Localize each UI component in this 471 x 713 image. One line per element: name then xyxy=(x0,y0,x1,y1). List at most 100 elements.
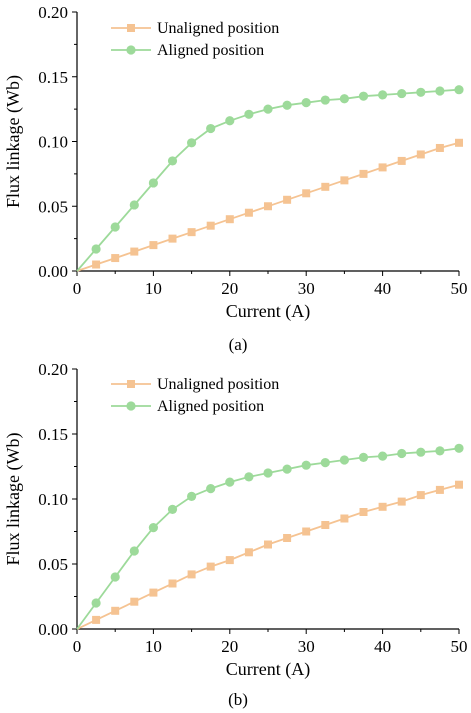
data-point xyxy=(206,221,215,230)
data-point xyxy=(416,150,425,159)
data-point xyxy=(187,138,197,148)
panel-caption: (a) xyxy=(229,335,248,354)
data-point xyxy=(110,572,120,582)
data-point xyxy=(148,523,158,533)
series-line xyxy=(76,88,460,272)
legend: Unaligned position Aligned position xyxy=(111,20,279,59)
data-point xyxy=(397,497,406,506)
data-point xyxy=(167,504,178,514)
y-tick-label: 0.15 xyxy=(38,68,68,87)
x-tick-label: 10 xyxy=(145,279,162,298)
data-point xyxy=(378,163,387,172)
panel-caption: (b) xyxy=(228,690,248,709)
x-tick-label: 30 xyxy=(298,279,315,298)
data-point xyxy=(378,451,388,461)
data-point xyxy=(282,100,292,110)
y-axis-label: Flux linkage (Wb) xyxy=(3,433,24,566)
data-point xyxy=(378,90,388,100)
data-point xyxy=(302,189,311,198)
y-tick-label: 0.05 xyxy=(38,197,68,216)
data-point xyxy=(206,484,216,494)
data-point xyxy=(263,468,273,478)
x-tick-label: 20 xyxy=(221,279,238,298)
data-point xyxy=(149,241,158,250)
data-point xyxy=(435,446,445,456)
data-point xyxy=(454,85,464,95)
data-point xyxy=(148,178,158,188)
x-tick-label: 50 xyxy=(451,279,468,298)
legend-marker xyxy=(126,45,136,55)
data-point xyxy=(168,579,177,588)
data-point xyxy=(378,502,387,511)
data-point xyxy=(282,464,292,474)
y-tick-label: 0.00 xyxy=(38,620,68,639)
data-point xyxy=(455,480,463,489)
x-axis-label: Current (A) xyxy=(226,659,310,680)
data-point xyxy=(397,156,406,165)
data-point xyxy=(187,228,196,237)
data-point xyxy=(359,169,368,178)
legend-marker xyxy=(127,380,135,388)
data-point xyxy=(359,508,368,516)
data-point xyxy=(206,562,215,571)
data-point xyxy=(244,208,253,217)
data-point xyxy=(130,247,139,256)
data-point xyxy=(397,448,407,459)
y-tick-label: 0.15 xyxy=(38,425,68,444)
data-point xyxy=(397,88,407,99)
data-point xyxy=(340,514,349,523)
legend-marker xyxy=(126,401,136,411)
data-point xyxy=(149,588,158,597)
data-point xyxy=(283,534,292,542)
y-tick-label: 0.05 xyxy=(38,555,68,574)
data-point xyxy=(129,200,139,210)
legend-label: Aligned position xyxy=(157,42,264,59)
data-point xyxy=(110,222,120,232)
data-point xyxy=(111,606,120,615)
y-axis-label: Flux linkage (Wb) xyxy=(3,75,24,208)
data-point xyxy=(340,176,349,185)
data-point xyxy=(91,598,101,608)
data-point xyxy=(358,91,369,101)
chart-panel-a: 0 10 20 30 40 50 0.00 0.05 0.10 0.15 0.20 Current (… xyxy=(3,3,468,354)
data-point xyxy=(321,521,330,529)
data-point xyxy=(225,556,234,565)
data-point xyxy=(111,254,120,263)
data-point xyxy=(283,195,292,204)
legend-label: Unaligned position xyxy=(157,20,279,37)
data-point xyxy=(206,123,216,134)
y-tick-label: 0.20 xyxy=(38,3,68,22)
x-tick-label: 0 xyxy=(73,637,82,656)
data-point xyxy=(263,104,273,114)
data-point xyxy=(454,443,464,453)
data-point xyxy=(301,98,311,108)
data-point xyxy=(225,215,234,224)
legend-marker xyxy=(127,24,135,32)
x-tick-label: 20 xyxy=(221,637,238,656)
x-axis-label: Current (A) xyxy=(226,301,310,322)
data-point xyxy=(339,455,349,465)
data-point xyxy=(416,447,426,457)
data-point xyxy=(435,86,445,96)
legend-label: Unaligned position xyxy=(157,376,279,393)
data-point xyxy=(130,597,139,606)
data-point xyxy=(435,143,444,152)
data-point xyxy=(455,138,463,147)
data-point xyxy=(92,260,101,269)
data-point xyxy=(129,546,139,556)
x-tick-label: 0 xyxy=(73,279,82,298)
series-line xyxy=(76,483,460,630)
data-point xyxy=(301,460,311,470)
legend-label: Aligned position xyxy=(157,398,264,415)
data-point xyxy=(320,95,330,105)
series-unaligned xyxy=(76,138,463,272)
data-point xyxy=(244,109,254,119)
x-tick-label: 10 xyxy=(145,637,162,656)
data-point xyxy=(416,491,425,500)
chart-panel-b: 0 10 20 30 40 50 0.00 0.05 0.10 0.15 0.20 Current (… xyxy=(3,360,468,709)
data-point xyxy=(92,615,101,624)
data-point xyxy=(416,87,426,97)
data-point xyxy=(187,570,196,579)
x-tick-label: 30 xyxy=(298,637,315,656)
